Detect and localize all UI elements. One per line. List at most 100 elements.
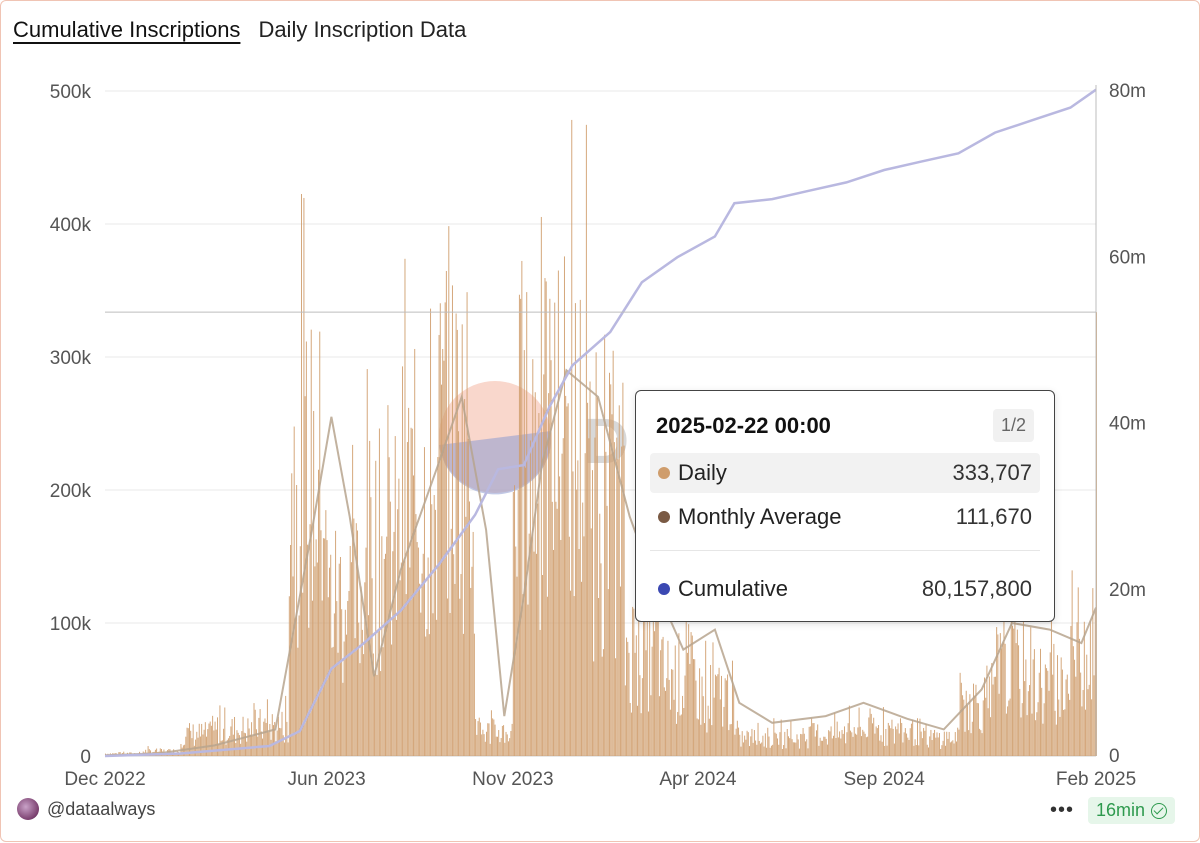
daily-bar xyxy=(927,747,929,756)
daily-bar xyxy=(700,724,702,756)
daily-bar xyxy=(226,739,228,756)
footer-controls: ••• 16min xyxy=(1050,797,1175,824)
daily-bar xyxy=(965,690,967,756)
daily-bar xyxy=(568,536,570,756)
daily-bar xyxy=(318,469,320,756)
daily-bar xyxy=(501,725,503,756)
daily-bar xyxy=(433,495,435,756)
daily-bar xyxy=(616,437,618,756)
daily-bar xyxy=(538,413,540,756)
daily-bar xyxy=(960,682,962,756)
daily-bar xyxy=(582,502,584,756)
daily-bar xyxy=(728,730,730,756)
daily-bar xyxy=(815,730,817,756)
daily-bar xyxy=(544,278,546,756)
daily-bar xyxy=(627,641,629,756)
daily-bar xyxy=(451,285,453,756)
daily-bar xyxy=(543,374,545,756)
daily-bar xyxy=(275,741,277,756)
daily-bar xyxy=(1057,655,1059,756)
daily-bar xyxy=(870,713,872,756)
daily-bar xyxy=(889,725,890,756)
daily-bar xyxy=(679,715,681,756)
daily-bar xyxy=(931,740,933,756)
daily-bar xyxy=(212,715,214,756)
daily-bar xyxy=(651,646,653,756)
daily-bar xyxy=(245,733,246,756)
daily-bar xyxy=(957,727,959,756)
daily-bar xyxy=(428,634,430,756)
daily-bar xyxy=(757,722,759,756)
daily-bar xyxy=(962,695,964,756)
daily-bar xyxy=(1046,668,1048,756)
daily-bar xyxy=(885,728,887,756)
daily-bar xyxy=(408,407,410,756)
author-handle[interactable]: @dataalways xyxy=(47,798,156,819)
daily-bar xyxy=(610,384,612,756)
daily-bar xyxy=(786,729,788,756)
tooltip-label: Daily xyxy=(678,460,727,485)
daily-bar xyxy=(702,696,704,756)
daily-bar xyxy=(523,350,525,756)
daily-bar xyxy=(725,680,727,756)
daily-bar xyxy=(588,438,590,756)
daily-bar xyxy=(321,600,323,756)
daily-bar xyxy=(778,744,780,756)
daily-bar xyxy=(525,467,526,756)
tooltip-value: 333,707 xyxy=(952,460,1032,485)
daily-bar xyxy=(305,341,307,756)
daily-bar xyxy=(904,728,906,756)
daily-bar xyxy=(1064,709,1066,756)
daily-bar xyxy=(1018,645,1020,756)
daily-bar xyxy=(506,734,508,756)
daily-bar xyxy=(350,562,352,756)
daily-bar xyxy=(550,360,552,756)
daily-bar xyxy=(968,730,970,756)
daily-bar xyxy=(907,737,909,756)
daily-bar xyxy=(482,729,484,756)
daily-bar xyxy=(1027,691,1029,756)
daily-bar xyxy=(1063,709,1065,756)
daily-bar xyxy=(951,741,953,756)
daily-bar xyxy=(645,650,647,756)
tab-cumulative-inscriptions[interactable]: Cumulative Inscriptions xyxy=(13,17,241,42)
daily-bar xyxy=(839,731,841,756)
tab-daily-inscription-data[interactable]: Daily Inscription Data xyxy=(258,17,467,42)
daily-bar xyxy=(1032,659,1034,756)
daily-bar xyxy=(315,539,317,756)
daily-bar xyxy=(448,226,450,756)
daily-bar xyxy=(626,637,628,756)
daily-bar xyxy=(644,587,646,756)
daily-bar xyxy=(191,738,193,756)
tooltip-page-indicator[interactable]: 1/2 xyxy=(992,409,1034,442)
daily-bar xyxy=(952,740,954,756)
daily-bar xyxy=(854,733,856,756)
daily-bar xyxy=(607,589,609,756)
daily-bar xyxy=(378,428,380,756)
daily-bar xyxy=(517,489,519,756)
daily-bar xyxy=(432,613,434,756)
daily-bar xyxy=(729,724,731,756)
daily-bar xyxy=(803,733,805,756)
daily-bar xyxy=(363,654,365,756)
y-left-tick-label: 400k xyxy=(50,215,92,236)
daily-bar xyxy=(500,738,502,756)
daily-bar xyxy=(1055,724,1057,756)
daily-bar xyxy=(857,727,859,756)
avatar[interactable] xyxy=(17,798,39,820)
daily-bar xyxy=(795,742,797,756)
daily-bar xyxy=(459,598,461,756)
axes: 0 100k 200k 300k 400k 500k 0 20m 40m 60m 80m Dec 20… xyxy=(50,81,1146,790)
daily-bar xyxy=(738,727,740,756)
daily-bar xyxy=(285,695,287,756)
daily-bar xyxy=(959,672,961,756)
daily-bar xyxy=(845,743,847,756)
daily-bar xyxy=(313,410,315,756)
daily-bar xyxy=(665,690,666,756)
more-options-icon[interactable]: ••• xyxy=(1049,799,1074,821)
daily-bar xyxy=(852,736,854,756)
daily-bar xyxy=(934,729,936,756)
daily-bar xyxy=(924,730,926,756)
daily-bar xyxy=(553,549,554,756)
